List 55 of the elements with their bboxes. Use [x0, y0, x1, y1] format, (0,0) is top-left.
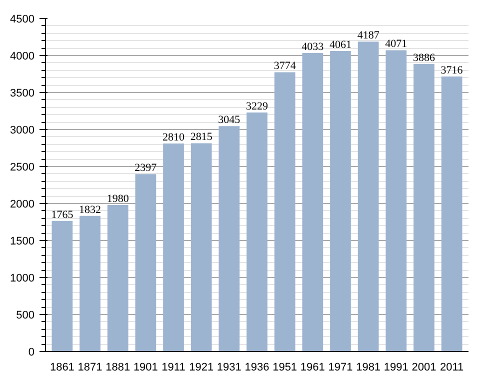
- data-label: 3229: [246, 100, 268, 113]
- x-tick-label: 1911: [162, 362, 186, 373]
- bar: [190, 143, 212, 352]
- data-label: 2815: [190, 131, 213, 144]
- bar: [274, 72, 296, 352]
- x-tick-label: 1961: [300, 362, 325, 373]
- bar: [135, 174, 156, 352]
- data-label: 1832: [79, 204, 102, 216]
- x-tick-label: 1871: [78, 362, 102, 373]
- data-label: 2810: [162, 132, 186, 144]
- x-tick-label: 1931: [216, 362, 242, 373]
- bar: [302, 53, 324, 352]
- x-tick-label: 2001: [412, 362, 436, 373]
- bar: [107, 204, 128, 352]
- y-tick-label: 3000: [10, 124, 35, 136]
- data-label: 3045: [218, 114, 241, 126]
- bar: [358, 42, 379, 352]
- bar: [246, 112, 268, 352]
- x-tick-label: 1971: [328, 362, 353, 373]
- data-label: 3774: [274, 60, 296, 72]
- data-label: 4071: [385, 38, 408, 50]
- data-label: 3716: [440, 64, 464, 77]
- x-tick-label: 1981: [356, 362, 381, 373]
- x-tick-label: 2011: [440, 362, 464, 373]
- y-tick-label: 2000: [10, 198, 35, 210]
- bar: [414, 64, 434, 352]
- x-tick-label: 1861: [50, 362, 74, 373]
- x-tick-label: 1991: [384, 362, 408, 373]
- data-label: 4061: [329, 38, 352, 51]
- data-label: 4187: [357, 30, 380, 42]
- bar: [52, 220, 73, 352]
- bar: [80, 216, 100, 352]
- y-tick-label: 500: [16, 310, 35, 322]
- y-tick-label: 4500: [10, 14, 35, 26]
- x-tick-label: 1921: [189, 362, 214, 373]
- bar: [218, 126, 240, 352]
- x-tick-label: 1936: [244, 362, 270, 373]
- y-tick-label: 1000: [10, 272, 35, 284]
- y-tick-label: 0: [28, 346, 35, 358]
- data-label: 2397: [134, 162, 158, 174]
- bar: [441, 76, 462, 352]
- data-label: 1980: [106, 192, 130, 205]
- data-label: 4033: [302, 41, 324, 54]
- y-tick-label: 1500: [10, 236, 35, 248]
- data-label: 1765: [51, 208, 74, 221]
- y-tick-label: 2500: [10, 162, 35, 174]
- x-tick-label: 1901: [133, 362, 158, 373]
- bar: [386, 50, 407, 352]
- bar: [163, 144, 184, 352]
- x-tick-label: 1881: [106, 362, 130, 373]
- x-tick-label: 1951: [272, 362, 298, 373]
- bar: [330, 50, 351, 352]
- y-tick-label: 4000: [10, 50, 35, 62]
- y-tick-label: 3500: [10, 88, 35, 100]
- data-label: 3886: [412, 52, 436, 64]
